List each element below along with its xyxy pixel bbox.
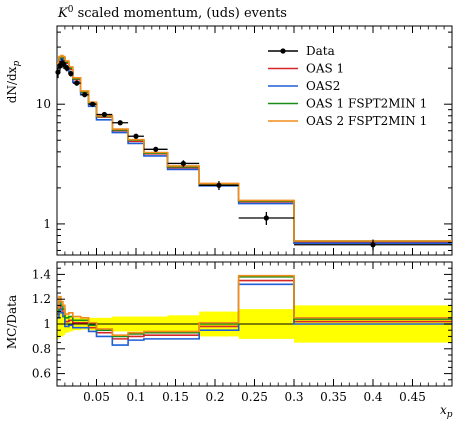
- data-point-6: [74, 80, 80, 86]
- main-series-line-3: [57, 54, 452, 242]
- legend-label: OAS 1: [306, 62, 344, 76]
- x-tick-label: 0.45: [399, 390, 426, 404]
- x-tick-label: 0.05: [83, 390, 110, 404]
- main-plot-border: [56, 25, 453, 256]
- data-point-13: [180, 160, 186, 167]
- x-tick-label: 0.4: [363, 390, 382, 404]
- data-point-16: [370, 242, 376, 248]
- data-point-3: [61, 61, 67, 68]
- legend: Data OAS 1 OAS2 OAS 1 FSPT2MIN 1 OAS 2 FSPT2…: [268, 44, 427, 128]
- data-point-14: [216, 182, 222, 188]
- data-point-11: [133, 133, 139, 139]
- data-point-5: [68, 71, 74, 77]
- ratio-y-ticks: 0.6 0.8 1 1.2 1.4: [32, 261, 452, 387]
- data-point-15: [263, 215, 269, 221]
- main-series-line-2: [57, 55, 452, 242]
- x-tick-label: 0.2: [205, 390, 224, 404]
- data-point-4: [64, 65, 70, 71]
- data-point-10: [117, 120, 123, 126]
- ratio-y-axis-label: MC/Data: [5, 295, 19, 349]
- data-point-0: [55, 69, 61, 75]
- legend-label: OAS2: [306, 79, 340, 93]
- main-series-line-1: [57, 57, 452, 245]
- data-point-12: [153, 146, 159, 152]
- legend-label: OAS 2 FSPT2MIN 1: [306, 114, 427, 128]
- x-axis-label: xp: [440, 403, 453, 420]
- legend-label: OAS 1 FSPT2MIN 1: [306, 97, 427, 111]
- x-tick-label: 0.35: [320, 390, 347, 404]
- ratio-y-tick-label: 1.4: [32, 267, 51, 281]
- data-point-7: [82, 92, 88, 98]
- main-data-points: [55, 58, 452, 251]
- main-y-ticks: 1 10: [36, 26, 452, 255]
- ratio-series-group: [57, 274, 452, 346]
- main-y-tick-label: 10: [36, 97, 51, 111]
- x-tick-label: 0.25: [241, 390, 268, 404]
- legend-label: Data: [306, 44, 335, 58]
- legend-data-marker: [280, 48, 286, 54]
- ratio-series-line-3: [57, 274, 452, 336]
- data-point-9: [101, 111, 107, 118]
- main-y-tick-label: 1: [43, 217, 51, 231]
- x-tick-label: 0.15: [162, 390, 189, 404]
- x-tick-label: 0.3: [284, 390, 303, 404]
- x-tick-label: 0.1: [126, 390, 145, 404]
- main-plot-frame: [56, 25, 453, 256]
- ratio-y-tick-label: 1: [43, 317, 51, 331]
- main-series-line-0: [57, 56, 452, 243]
- main-series-group: [57, 54, 452, 245]
- ratio-y-tick-label: 0.6: [32, 367, 51, 381]
- data-point-8: [89, 101, 96, 107]
- chart-title: K0 scaled momentum, (uds) events: [57, 5, 287, 21]
- ratio-y-tick-label: 1.2: [32, 292, 51, 306]
- main-y-axis-label: dN/dxp: [5, 61, 22, 104]
- ratio-x-ticks: 0.05 0.1 0.15 0.2 0.25 0.3 0.35 0.4 0.45: [64, 262, 445, 404]
- ratio-y-tick-label: 0.8: [32, 342, 51, 356]
